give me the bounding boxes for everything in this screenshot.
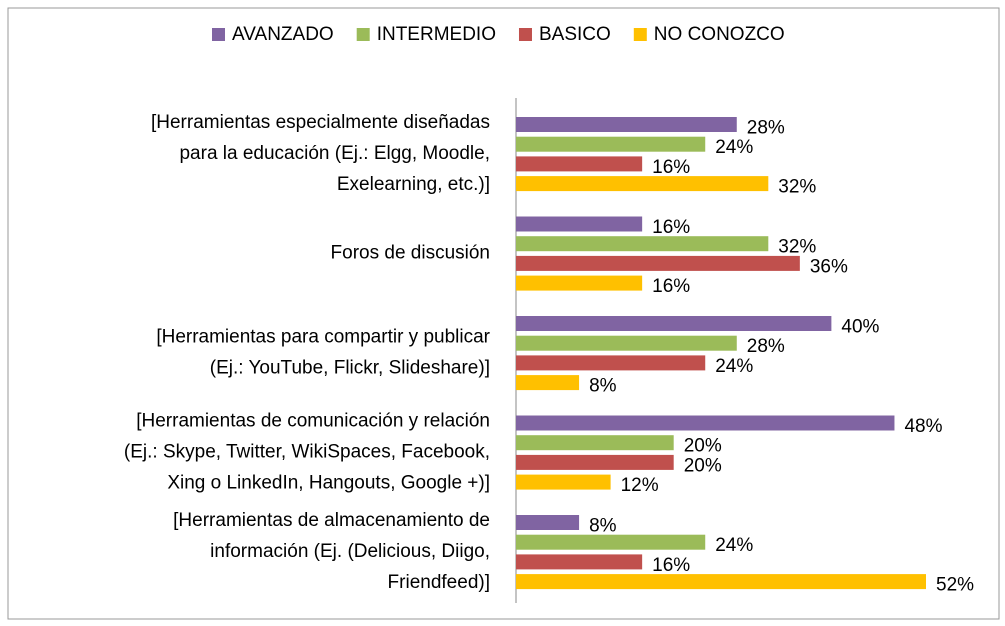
- category-label-line: para la educación (Ej.: Elgg, Moodle,: [179, 143, 490, 164]
- legend-swatch: [633, 28, 647, 41]
- bar: [516, 176, 769, 192]
- category-label: Foros de discusión: [331, 243, 490, 264]
- category-label-line: Foros de discusión: [331, 243, 490, 264]
- value-label: 16%: [652, 276, 690, 297]
- value-label: 40%: [841, 317, 879, 338]
- value-label: 52%: [936, 575, 974, 596]
- value-label: 16%: [652, 555, 690, 576]
- bar: [516, 316, 832, 331]
- category-label-line: Xing o LinkedIn, Hangouts, Google +)]: [167, 473, 490, 494]
- legend-label: NO CONOZCO: [654, 24, 785, 45]
- bar: [516, 474, 611, 490]
- bar: [516, 534, 706, 550]
- bar: [516, 415, 895, 431]
- value-label: 20%: [684, 455, 722, 476]
- bar: [516, 454, 674, 470]
- category-label-line: [Herramientas de comunicación y relación: [136, 411, 490, 432]
- bar: [516, 156, 643, 172]
- value-label: 48%: [904, 416, 942, 437]
- chart-frame: [7, 7, 1000, 620]
- category-label-line: información (Ej. (Delicious, Diigo,: [210, 541, 490, 562]
- value-label: 24%: [715, 137, 753, 158]
- bar: [516, 375, 580, 391]
- bar: [516, 216, 643, 232]
- category-label: [Herramientas de comunicación y relación…: [124, 411, 490, 494]
- category-label: [Herramientas para compartir y publicar (…: [156, 327, 490, 379]
- bar: [516, 554, 643, 570]
- bar: [516, 515, 580, 530]
- value-label: 32%: [778, 177, 816, 198]
- value-label: 24%: [715, 356, 753, 377]
- bar: [516, 136, 706, 152]
- category-label: [Herramientas de almacenamiento de inform…: [173, 510, 490, 593]
- bar: [516, 117, 737, 132]
- value-label: 36%: [810, 256, 848, 277]
- category-label-line: (Ej.: Skype, Twitter, WikiSpaces, Facebo…: [124, 442, 490, 463]
- legend-label: BASICO: [539, 24, 611, 45]
- bar: [516, 435, 674, 451]
- legend-swatch: [212, 28, 225, 41]
- bar: [516, 355, 706, 371]
- category-label-line: [Herramientas para compartir y publicar: [156, 327, 490, 348]
- bar: [516, 255, 800, 271]
- legend-label: INTERMEDIO: [377, 24, 496, 45]
- value-label: 8%: [589, 376, 617, 397]
- legend-swatch: [518, 28, 532, 41]
- value-label: 28%: [747, 336, 785, 357]
- value-label: 16%: [652, 157, 690, 178]
- bar: [516, 574, 926, 590]
- category-label-line: Friendfeed)]: [388, 572, 490, 593]
- category-label-line: Exelearning, etc.)]: [337, 174, 490, 195]
- category-label-line: [Herramientas de almacenamiento de: [173, 510, 490, 531]
- legend-label: AVANZADO: [232, 24, 334, 45]
- value-label: 28%: [747, 118, 785, 139]
- value-label: 12%: [621, 475, 659, 496]
- bar: [516, 275, 643, 291]
- value-label: 32%: [778, 237, 816, 258]
- legend-swatch: [356, 28, 370, 41]
- value-label: 20%: [684, 436, 722, 457]
- category-label: [Herramientas especialmente diseñadas par…: [151, 112, 490, 195]
- category-label-line: [Herramientas especialmente diseñadas: [151, 112, 490, 133]
- bar: [516, 236, 769, 252]
- value-label: 24%: [715, 535, 753, 556]
- value-label: 8%: [589, 516, 617, 537]
- category-label-line: (Ej.: YouTube, Flickr, Slideshare)]: [210, 358, 490, 379]
- value-label: 16%: [652, 217, 690, 238]
- bar: [516, 335, 737, 351]
